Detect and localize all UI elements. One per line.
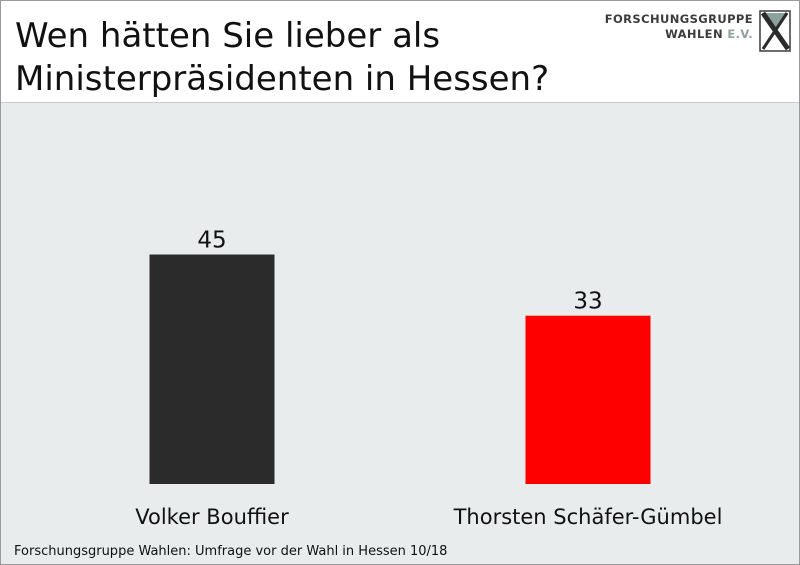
chart-title-line-1: Wen hätten Sie lieber als [15,16,441,56]
x-mark-logo-icon [759,10,791,52]
logo-wahlen: WAHLEN [665,27,723,41]
logo-text-line-1: FORSCHUNGSGRUPPE [604,12,753,26]
value-labels-group: 45 33 [197,228,602,315]
source-note: Forschungsgruppe Wahlen: Umfrage vor der… [14,544,448,559]
category-label-volker-bouffier: Volker Bouffier [135,505,289,529]
category-label-thorsten-sch-fer-g-mbel: Thorsten Schäfer-Gümbel [453,505,723,529]
value-label-thorsten-sch-fer-g-mbel: 33 [573,289,602,315]
header: Wen hätten Sie lieber als Ministerpräsid… [1,1,799,103]
bar-thorsten-sch-fer-g-mbel [525,315,651,484]
bars-group [149,254,651,484]
logo-text-line-2: WAHLEN E.V. [605,27,753,42]
plot-area: 45 33 Volker Bouffier Thorsten Schäfer-Güm… [1,103,799,564]
bar-chart: 45 33 Volker Bouffier Thorsten Schäfer-Güm… [135,228,722,530]
forschungsgruppe-wahlen-logo: FORSCHUNGSGRUPPE WAHLEN E.V. [605,10,791,52]
bar-volker-bouffier [149,254,275,484]
logo-text: FORSCHUNGSGRUPPE WAHLEN E.V. [605,12,753,42]
logo-ev: E.V. [727,27,753,41]
chart-title: Wen hätten Sie lieber als Ministerpräsid… [15,15,615,101]
category-labels-group: Volker Bouffier Thorsten Schäfer-Gümbel [135,505,722,529]
chart-title-line-2: Ministerpräsidenten in Hessen? [15,59,550,99]
value-label-volker-bouffier: 45 [197,228,226,254]
